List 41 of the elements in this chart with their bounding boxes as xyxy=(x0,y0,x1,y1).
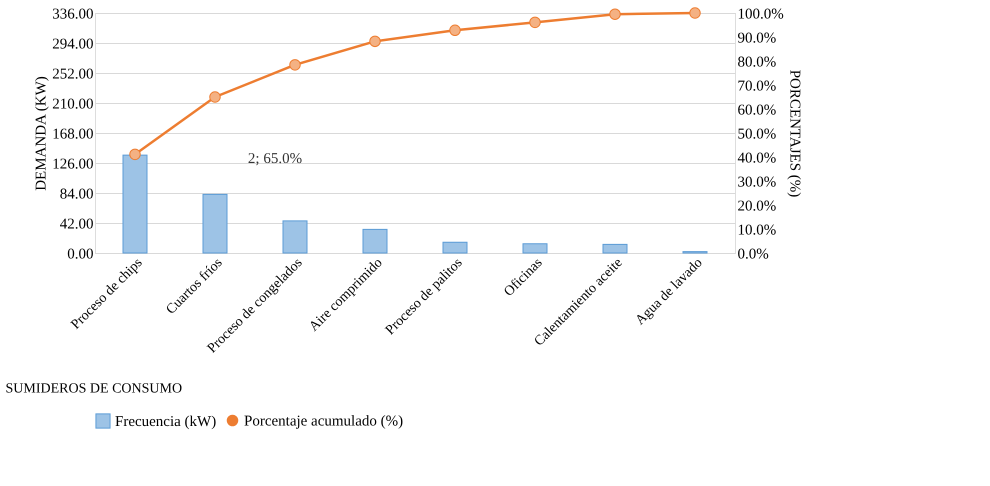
y2-tick-label: 0.0% xyxy=(738,246,769,262)
y2-tick-label: 30.0% xyxy=(738,174,776,190)
y2-tick-label: 40.0% xyxy=(738,150,776,166)
y-tick-label: 42.00 xyxy=(60,216,94,232)
y-tick-label: 126.00 xyxy=(52,156,94,172)
point xyxy=(689,7,701,19)
y-tick-label: 210.00 xyxy=(52,96,94,112)
bar xyxy=(202,194,228,254)
bar xyxy=(362,228,388,254)
y-tick-label: 168.00 xyxy=(52,126,94,142)
y2-tick-label: 20.0% xyxy=(738,198,776,214)
point xyxy=(529,16,541,28)
y2-axis-title: PORCENTAJES (%) xyxy=(786,70,803,198)
annotation: 2; 65.0% xyxy=(248,151,302,167)
y-tick-label: 252.00 xyxy=(52,66,94,82)
bar xyxy=(282,220,308,254)
y-axis-title: DEMANDA (KW) xyxy=(33,76,50,191)
point xyxy=(449,24,461,36)
legend-label: Porcentaje acumulado (%) xyxy=(244,414,404,430)
y-tick-label: 84.00 xyxy=(60,186,94,202)
x-axis-title: SUMIDEROS DE CONSUMO xyxy=(6,382,182,396)
y2-tick-label: 80.0% xyxy=(738,54,776,70)
y2-tick-label: 90.0% xyxy=(738,30,776,46)
point xyxy=(609,8,621,20)
y2-tick-label: 50.0% xyxy=(738,126,776,142)
y2-tick-label: 60.0% xyxy=(738,102,776,118)
point xyxy=(289,59,301,71)
y-tick-label: 0.00 xyxy=(67,246,94,262)
bar xyxy=(442,242,468,254)
y-tick-label: 294.00 xyxy=(52,36,94,52)
bar xyxy=(602,244,628,254)
bar xyxy=(522,243,548,254)
legend-label: Frecuencia (kW) xyxy=(115,414,216,430)
point xyxy=(209,91,221,103)
point xyxy=(369,36,381,48)
y2-tick-label: 100.0% xyxy=(738,6,784,22)
y2-tick-label: 10.0% xyxy=(738,222,776,238)
y2-tick-label: 70.0% xyxy=(738,78,776,94)
y-tick-label: 336.00 xyxy=(52,6,94,22)
bar xyxy=(122,154,148,254)
point xyxy=(129,148,141,160)
